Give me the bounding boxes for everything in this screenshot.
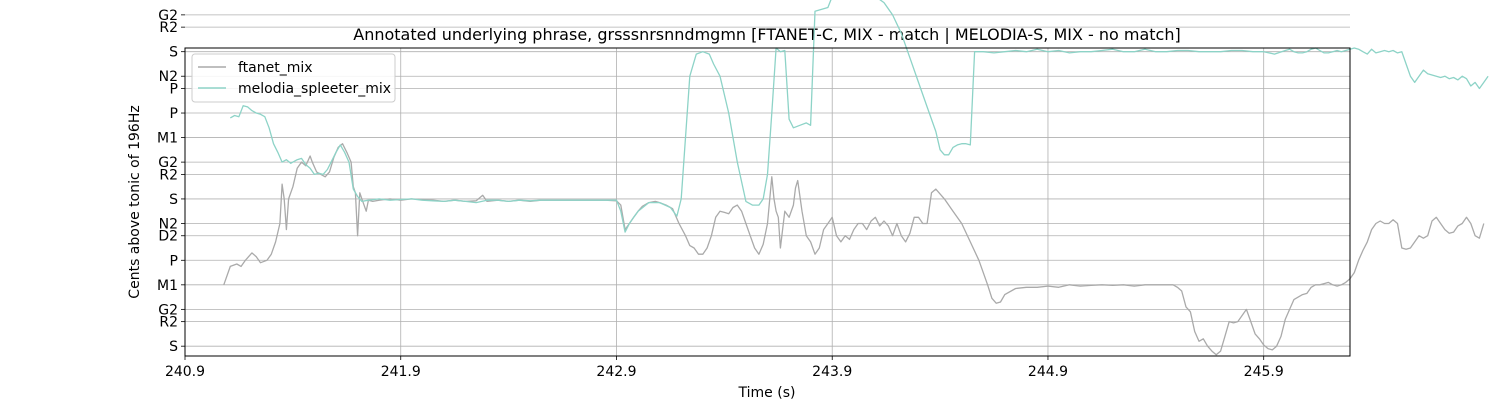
chart-title: Annotated underlying phrase, grsssnrsnnd… (353, 25, 1180, 44)
y-tick-label: P (170, 81, 178, 97)
x-tick-label: 241.9 (381, 364, 421, 380)
legend-label-ftanet: ftanet_mix (238, 60, 313, 76)
y-tick-label: R2 (159, 167, 178, 183)
y-tick-label: N2 (159, 69, 178, 85)
y-tick-label: S (169, 45, 178, 61)
y-tick-label: G2 (158, 302, 178, 318)
legend-box (191, 53, 396, 103)
x-tick-label: 242.9 (596, 364, 636, 380)
x-tick-label: 245.9 (1244, 364, 1284, 380)
x-tick-label: 244.9 (1028, 364, 1068, 380)
y-tick-label: S (169, 339, 178, 355)
legend: ftanet_mix melodia_spleeter_mix (191, 53, 396, 103)
y-tick-label: M1 (157, 278, 178, 294)
y-tick-label: S (169, 192, 178, 208)
y-tick-label: G2 (158, 155, 178, 171)
plot-frame (184, 47, 1351, 357)
y-tick-label: R2 (159, 315, 178, 331)
x-tick-label: 240.9 (165, 364, 205, 380)
x-axis-ticks: 240.9 241.9 242.9 243.9 244.9 245.9 (165, 356, 1284, 380)
y-axis-ticks: SR2G2M1PD2N2SR2G2M1PPN2SR2G2M1 (157, 8, 185, 355)
series-line-ftanet_mix (223, 143, 1485, 356)
y-tick-label: N2 (159, 216, 178, 232)
y-axis-label: Cents above tonic of 196Hz (127, 105, 143, 298)
y-tick-label: P (170, 106, 178, 122)
y-tick-label: D2 (158, 229, 178, 245)
y-tick-label: P (170, 253, 178, 269)
x-tick-label: 243.9 (812, 364, 852, 380)
x-axis-label: Time (s) (738, 385, 796, 400)
legend-label-melodia: melodia_spleeter_mix (238, 81, 391, 97)
series-lines (223, 0, 1489, 356)
y-tick-label: R2 (159, 20, 178, 36)
y-tick-label: G2 (158, 8, 178, 24)
y-tick-label: M1 (157, 131, 178, 147)
series-line-melodia_spleeter_mix (229, 0, 1489, 233)
